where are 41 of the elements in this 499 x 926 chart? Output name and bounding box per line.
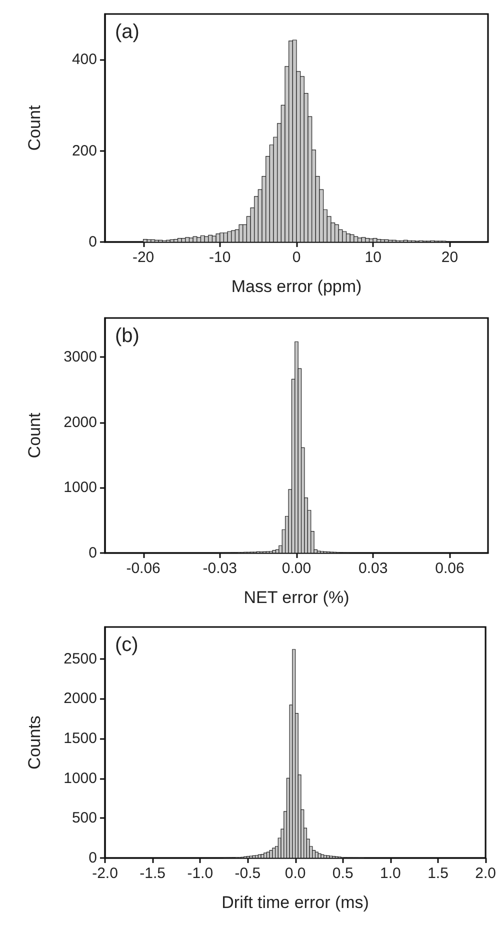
y-axis-title: Count [25,412,44,458]
x-tick-label: -0.06 [126,560,160,577]
y-tick-label: 1000 [64,770,97,787]
x-tick-label: 0 [292,249,301,266]
x-tick-label: 0.5 [332,865,354,882]
annotation: (c) [115,634,138,656]
x-axis-title: Mass error (ppm) [231,277,362,296]
x-axis-title: Drift time error (ms) [222,893,369,912]
x-axis-title: NET error (%) [244,588,350,607]
y-tick-label: 1000 [64,479,97,496]
x-tick-label: 0.06 [435,560,464,577]
y-tick-label: 500 [72,810,97,827]
x-tick-label: -0.5 [234,865,261,882]
annotation: (a) [115,21,140,43]
y-axis-title: Counts [25,716,44,770]
y-tick-label: 2000 [64,414,97,431]
x-tick-label: -10 [209,249,231,266]
y-tick-label: 0 [88,234,97,250]
x-tick-label: -20 [132,249,154,266]
x-tick-label: -1.0 [187,865,214,882]
x-tick-label: 0.0 [284,865,306,882]
x-tick-label: -0.03 [202,560,237,577]
y-tick-label: 200 [72,142,97,160]
x-tick-label: -1.5 [140,865,166,882]
y-tick-label: 0 [88,850,97,866]
y-tick-label: 2500 [64,650,97,668]
x-tick-label: -2.0 [92,865,118,882]
x-tick-label: 2.0 [475,865,496,882]
x-tick-label: 10 [364,249,382,266]
x-tick-label: 1.5 [428,865,448,882]
y-tick-label: 1500 [64,730,97,748]
y-tick-label: 0 [88,544,97,562]
y-tick-label: 3000 [64,348,97,366]
annotation: (b) [115,325,140,347]
x-tick-label: 1.0 [380,865,401,882]
x-tick-label: 0.00 [282,560,312,577]
y-tick-label: 2000 [64,690,97,708]
y-axis-title: Count [25,105,44,151]
x-tick-label: 20 [441,249,458,266]
x-tick-label: 0.03 [358,560,388,577]
y-tick-label: 400 [72,51,97,68]
